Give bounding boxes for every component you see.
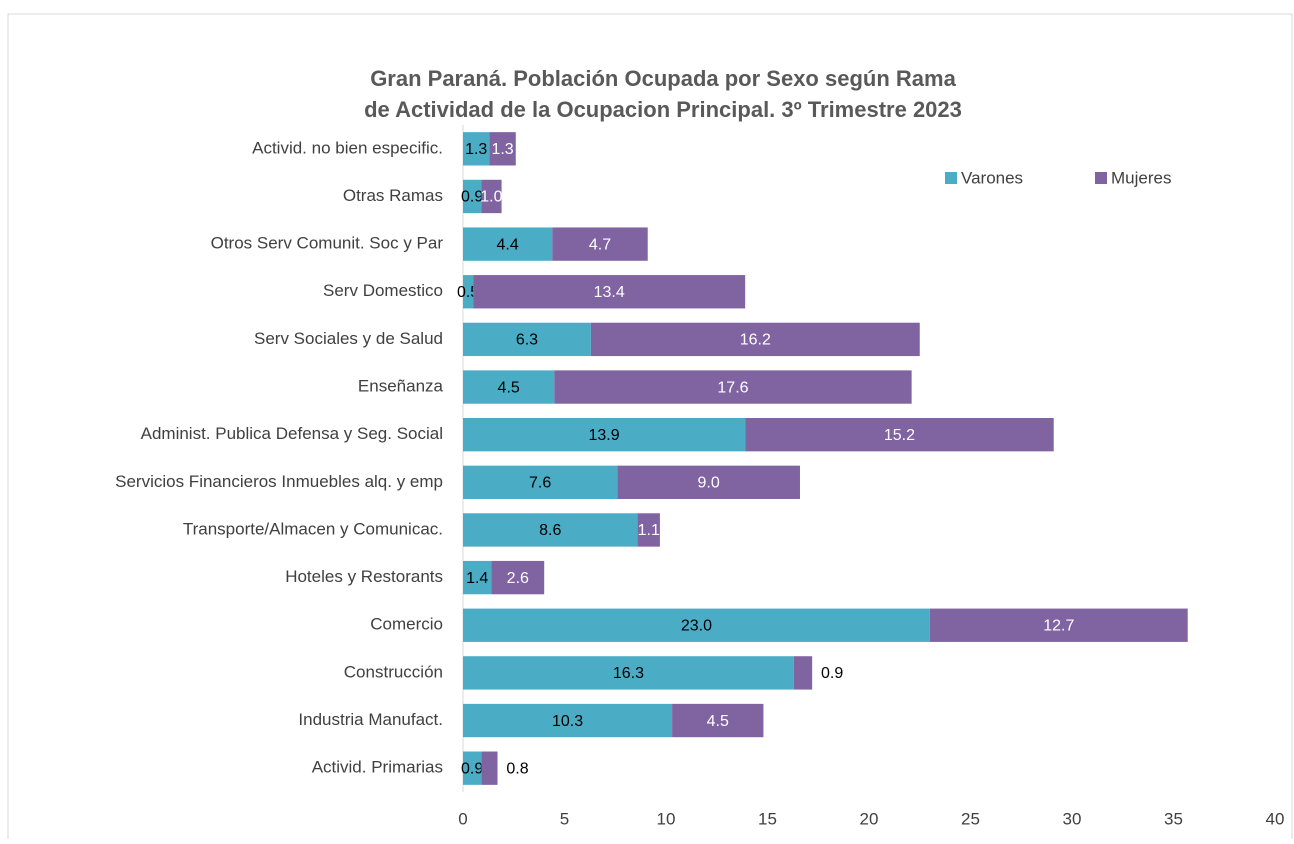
data-label: 1.4 xyxy=(466,570,488,587)
chart-title: Gran Paraná. Población Ocupada por Sexo … xyxy=(364,66,962,122)
data-label: 12.7 xyxy=(1043,617,1074,634)
data-label: 4.7 xyxy=(589,236,611,253)
x-tick-label: 35 xyxy=(1164,809,1183,828)
y-tick-label: Servicios Financieros Inmuebles alq. y e… xyxy=(115,472,443,491)
y-tick-label: Serv Domestico xyxy=(323,281,443,300)
bar-segment xyxy=(463,132,490,166)
y-tick-label: Hoteles y Restorants xyxy=(285,567,443,586)
data-label: 2.6 xyxy=(507,570,529,587)
y-tick-label: Otros Serv Comunit. Soc y Par xyxy=(211,234,444,253)
x-tick-label: 20 xyxy=(860,809,879,828)
bar-segment xyxy=(793,656,813,690)
data-label: 4.5 xyxy=(498,379,520,396)
data-label: 9.0 xyxy=(698,475,720,492)
x-tick-label: 5 xyxy=(560,809,569,828)
data-label: 1.3 xyxy=(491,141,513,158)
bar-segment xyxy=(463,275,474,309)
bar-segment xyxy=(672,703,764,738)
data-label: 10.3 xyxy=(552,713,583,730)
x-tick-label: 10 xyxy=(657,809,676,828)
x-tick-label: 15 xyxy=(758,809,777,828)
y-tick-label: Transporte/Almacen y Comunicac. xyxy=(183,519,443,538)
y-tick-label: Construcción xyxy=(344,662,443,681)
bar-segment xyxy=(481,751,498,785)
y-tick-label: Serv Sociales y de Salud xyxy=(254,329,443,348)
bar-segment xyxy=(463,179,482,214)
bar-segment xyxy=(473,275,746,309)
legend-swatch xyxy=(945,172,957,184)
data-label: 17.6 xyxy=(717,379,748,396)
data-label: 23.0 xyxy=(681,617,712,634)
bar-segment xyxy=(463,227,553,261)
data-label: 1.0 xyxy=(480,189,502,206)
data-label: 6.3 xyxy=(516,332,538,349)
bar-segment xyxy=(489,132,516,166)
bar-segment xyxy=(745,418,1054,452)
bar-segment xyxy=(463,465,618,499)
y-tick-label: Industria Manufact. xyxy=(298,710,443,729)
data-label: 0.9 xyxy=(461,760,483,777)
y-tick-label: Enseñanza xyxy=(358,377,444,396)
bar-segment xyxy=(617,465,800,499)
data-label: 1.1 xyxy=(638,522,660,539)
bar-segment xyxy=(463,703,673,738)
data-label: 1.3 xyxy=(465,141,487,158)
data-label: 4.4 xyxy=(497,236,519,253)
x-tick-label: 0 xyxy=(458,809,467,828)
bar-segment xyxy=(463,608,930,642)
data-label: 16.3 xyxy=(613,665,644,682)
bar-segment xyxy=(463,751,482,785)
y-tick-label: Activid. Primarias xyxy=(312,758,443,777)
bar-segment xyxy=(463,560,492,595)
bar-segment xyxy=(463,418,746,452)
x-tick-label: 30 xyxy=(1063,809,1082,828)
data-label: 0.9 xyxy=(821,665,843,682)
y-tick-label: Comercio xyxy=(370,615,443,634)
bar-segment xyxy=(552,227,648,261)
data-label: 13.9 xyxy=(589,427,620,444)
data-label: 13.4 xyxy=(594,284,625,301)
data-label: 4.5 xyxy=(707,713,729,730)
y-tick-label: Administ. Publica Defensa y Seg. Social xyxy=(141,424,443,443)
bar-segment xyxy=(463,322,591,357)
bar-segment xyxy=(637,513,660,547)
legend-label: Varones xyxy=(961,168,1023,187)
bar-segment xyxy=(554,370,912,404)
data-label: 15.2 xyxy=(884,427,915,444)
x-tick-label: 40 xyxy=(1266,809,1285,828)
data-label: 16.2 xyxy=(740,332,771,349)
bar-segment xyxy=(463,656,794,690)
data-label: 0.9 xyxy=(461,189,483,206)
data-label: 8.6 xyxy=(539,522,561,539)
y-tick-label: Otras Ramas xyxy=(343,186,443,205)
bar-segment xyxy=(463,513,638,547)
legend-label: Mujeres xyxy=(1111,168,1171,187)
bar-segment xyxy=(463,370,555,404)
data-label: 7.6 xyxy=(529,475,551,492)
data-label: 0.8 xyxy=(506,760,528,777)
bar-segment xyxy=(481,179,502,214)
y-tick-label: Activid. no bien especific. xyxy=(252,138,443,157)
legend-swatch xyxy=(1095,172,1107,184)
bar-segment xyxy=(590,322,920,357)
x-tick-label: 25 xyxy=(961,809,980,828)
bar-segment xyxy=(929,608,1188,642)
bar-segment xyxy=(491,560,545,595)
